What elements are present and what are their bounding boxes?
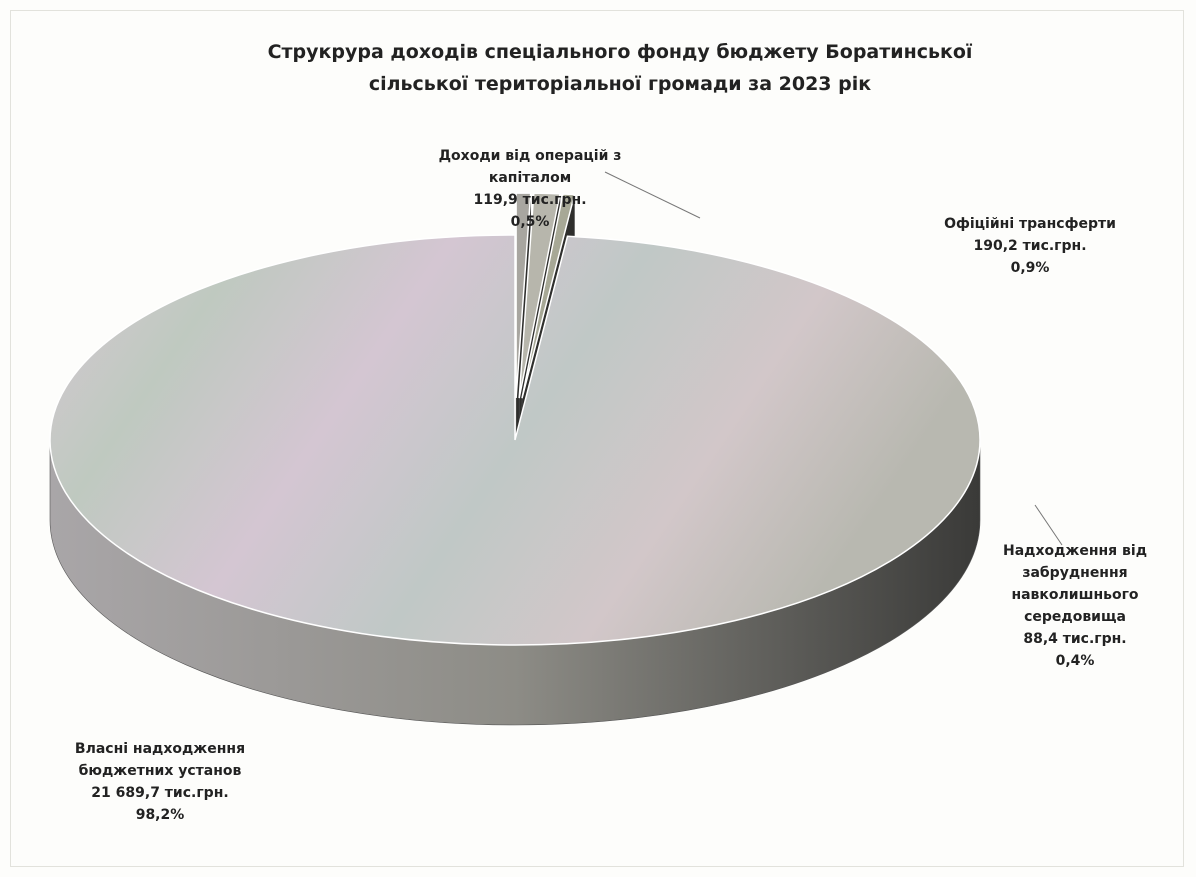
amount-label: 21 689,7 тис.грн. xyxy=(91,785,229,801)
leader-line xyxy=(1034,504,1063,546)
percent-label: 98,2% xyxy=(135,807,185,823)
slice-label: Доходи від операцій з капіталом 119,9 тис… xyxy=(430,145,630,233)
amount-label: 88,4 тис.грн. xyxy=(1023,631,1127,647)
slice-label: Надходження від забруднення навколишньог… xyxy=(1000,540,1150,672)
category-name: Доходи від операцій з капіталом xyxy=(438,148,622,186)
category-name: Надходження від забруднення навколишньог… xyxy=(1002,543,1148,625)
amount-label: 190,2 тис.грн. xyxy=(973,238,1087,254)
percent-label: 0,9% xyxy=(1010,260,1050,276)
category-name: Власні надходження бюджетних установ xyxy=(74,741,246,779)
chart-title: Струкрура доходів спеціального фонду бюд… xyxy=(267,41,973,95)
slice xyxy=(49,234,981,646)
category-name: Офіційні трансферти xyxy=(944,216,1116,232)
slice xyxy=(521,193,576,399)
leader-line xyxy=(604,171,701,219)
percent-label: 0,5% xyxy=(510,214,550,230)
slice-label: Власні надходження бюджетних установ 21 6… xyxy=(60,738,260,826)
slice-label: Офіційні трансферти 190,2 тис.грн. 0,9% xyxy=(930,213,1130,279)
chart-frame xyxy=(10,10,1184,867)
slice xyxy=(515,192,532,399)
amount-label: 119,9 тис.грн. xyxy=(473,192,587,208)
slice xyxy=(518,192,561,399)
percent-label: 0,4% xyxy=(1055,653,1095,669)
